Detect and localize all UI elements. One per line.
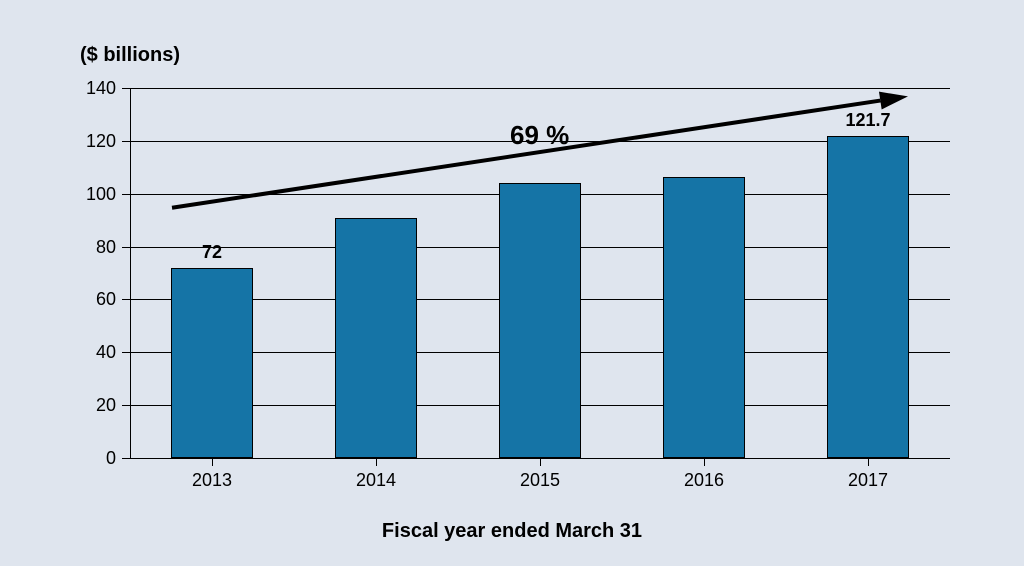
bar-chart: ($ billions) 020406080100120140722013201… xyxy=(0,0,1024,566)
x-axis-title: Fiscal year ended March 31 xyxy=(0,520,1024,543)
y-tick xyxy=(122,405,130,406)
y-axis-title: ($ billions) xyxy=(80,44,180,67)
y-tick xyxy=(122,247,130,248)
y-tick-label: 60 xyxy=(66,289,116,310)
y-tick xyxy=(122,194,130,195)
x-tick-label: 2017 xyxy=(808,470,928,491)
x-tick-label: 2014 xyxy=(316,470,436,491)
y-tick xyxy=(122,352,130,353)
y-tick-label: 100 xyxy=(66,184,116,205)
growth-label: 69 % xyxy=(510,120,569,151)
y-tick-label: 20 xyxy=(66,395,116,416)
y-tick-label: 120 xyxy=(66,131,116,152)
x-tick xyxy=(212,458,213,466)
x-tick-label: 2013 xyxy=(152,470,272,491)
y-tick-label: 140 xyxy=(66,78,116,99)
y-tick xyxy=(122,88,130,89)
y-tick xyxy=(122,299,130,300)
y-tick xyxy=(122,141,130,142)
x-tick xyxy=(376,458,377,466)
x-tick-label: 2015 xyxy=(480,470,600,491)
x-tick-label: 2016 xyxy=(644,470,764,491)
y-tick-label: 80 xyxy=(66,237,116,258)
x-tick xyxy=(868,458,869,466)
x-tick xyxy=(540,458,541,466)
y-tick-label: 0 xyxy=(66,448,116,469)
y-tick-label: 40 xyxy=(66,342,116,363)
y-tick xyxy=(122,458,130,459)
x-tick xyxy=(704,458,705,466)
